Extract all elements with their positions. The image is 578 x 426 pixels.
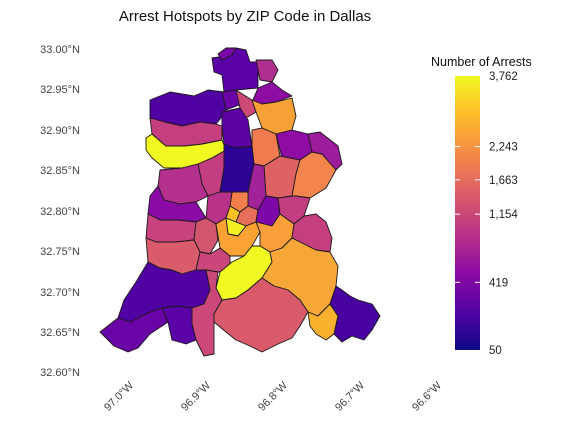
legend-tick-label: 2,243 — [489, 142, 518, 154]
zip-region — [99, 307, 169, 353]
zip-region — [161, 305, 197, 345]
y-tick-label: 32.60°N — [40, 367, 80, 379]
y-tick-label: 32.70°N — [40, 287, 80, 299]
zip-region — [213, 277, 309, 353]
zip-region — [191, 269, 223, 357]
zip-region — [235, 89, 257, 119]
y-tick-label: 32.85°N — [40, 165, 80, 177]
zip-regions — [99, 47, 381, 357]
y-tick-label: 33.00°N — [40, 44, 80, 56]
x-tick-label: 96.8°W — [256, 379, 291, 414]
zip-region — [307, 131, 343, 171]
x-tick-label: 97.0°W — [102, 379, 137, 414]
y-tick-label: 32.75°N — [40, 246, 80, 258]
zip-region — [219, 143, 255, 193]
map-title: Arrest Hotspots by ZIP Code in Dallas — [118, 8, 372, 25]
legend-tick-label: 419 — [489, 277, 508, 289]
y-tick-label: 32.90°N — [40, 125, 80, 137]
legend-tick-label: 3,762 — [489, 71, 518, 83]
legend-tick-label: 1,663 — [489, 175, 518, 187]
x-tick-label: 96.9°W — [179, 379, 214, 414]
legend-colorbar: 3,762 2,243 1,663 1,154 419 50 — [455, 71, 518, 357]
x-axis: 97.0°W 96.9°W 96.8°W 96.7°W 96.6°W — [102, 379, 445, 414]
y-tick-label: 32.80°N — [40, 206, 80, 218]
legend-gradient — [455, 76, 480, 350]
legend-tick-label: 1,154 — [489, 209, 518, 221]
zip-region — [251, 97, 297, 135]
zip-region — [217, 47, 237, 61]
zip-region — [329, 285, 381, 343]
y-tick-label: 32.65°N — [40, 327, 80, 339]
y-axis: 33.00°N 32.95°N 32.90°N 32.85°N 32.80°N … — [40, 44, 80, 379]
zip-region — [149, 117, 223, 147]
x-tick-label: 96.6°W — [410, 379, 445, 414]
x-tick-label: 96.7°W — [333, 379, 368, 414]
zip-region — [255, 59, 279, 83]
legend-tick-label: 50 — [489, 345, 502, 357]
y-tick-label: 32.95°N — [40, 84, 80, 96]
legend-title: Number of Arrests — [431, 55, 532, 69]
